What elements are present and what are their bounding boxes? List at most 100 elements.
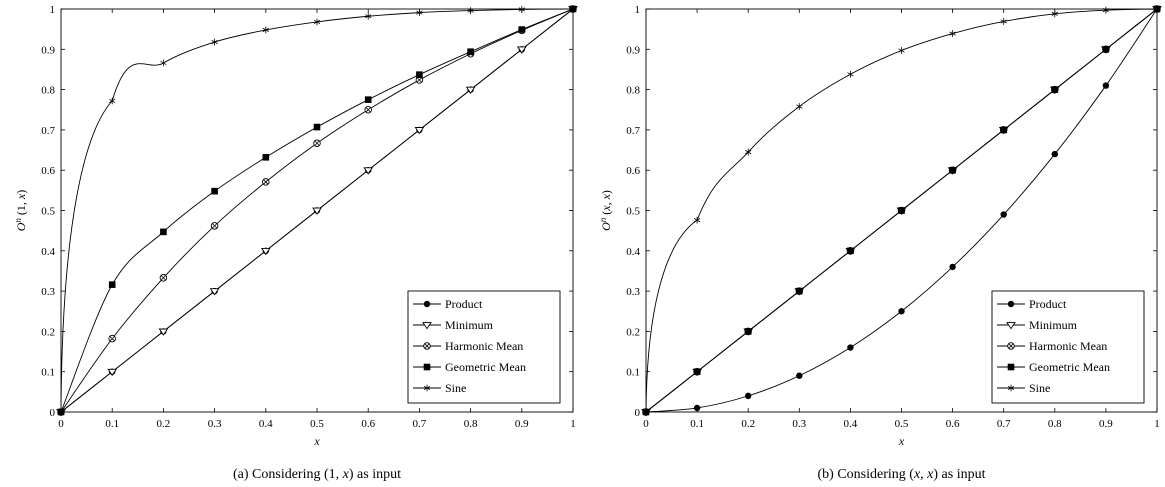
- legend-label: Minimum: [1029, 318, 1078, 332]
- data-point: [262, 26, 269, 34]
- y-tick-label: 0.5: [41, 206, 55, 218]
- legend-label: Geometric Mean: [1029, 360, 1110, 374]
- legend-label: Harmonic Mean: [445, 339, 523, 353]
- y-tick-label: 0: [635, 407, 641, 419]
- series-line: [61, 9, 573, 412]
- data-point: [796, 103, 803, 110]
- data-point: [363, 167, 374, 175]
- data-point: [898, 47, 905, 54]
- data-point: [211, 187, 218, 195]
- data-point: [1102, 82, 1110, 89]
- data-point: [210, 222, 219, 230]
- data-point: [159, 274, 168, 282]
- legend-marker: [1006, 322, 1016, 330]
- y-tick-label: 1: [50, 4, 56, 16]
- data-point: [365, 12, 372, 20]
- y-tick-label: 0.4: [626, 246, 640, 258]
- x-tick-label: 0.3: [208, 418, 222, 430]
- data-point: [1102, 46, 1110, 53]
- y-tick-label: 0.2: [41, 326, 55, 338]
- legend-label: Harmonic Mean: [1029, 339, 1107, 353]
- legend-label: Product: [1029, 297, 1067, 311]
- data-point: [467, 7, 474, 15]
- data-point: [569, 5, 577, 13]
- data-point: [364, 96, 372, 103]
- x-tick-label: 1: [570, 418, 576, 430]
- data-point: [313, 139, 321, 147]
- legend-entry: Sine: [413, 381, 466, 395]
- data-point: [1000, 126, 1007, 134]
- data-point: [1000, 18, 1007, 25]
- legend-entry: Product: [413, 297, 483, 311]
- data-point: [211, 38, 218, 46]
- data-point: [109, 97, 116, 105]
- data-point: [1051, 86, 1059, 93]
- x-tick-label: 0.1: [105, 418, 119, 430]
- x-tick-label: 0.4: [844, 418, 858, 430]
- legend-label: Geometric Mean: [445, 360, 526, 374]
- legend-entry: Product: [997, 297, 1067, 311]
- x-axis-label: x: [898, 434, 905, 448]
- data-point: [516, 46, 527, 54]
- x-axis-label: x: [313, 434, 320, 448]
- legend-entry: Harmonic Mean: [997, 339, 1107, 353]
- x-tick-label: 0: [58, 418, 64, 430]
- legend-marker: [423, 342, 431, 350]
- data-point: [416, 9, 423, 17]
- data-point: [796, 287, 803, 295]
- series-sine: [57, 5, 577, 416]
- data-point: [518, 26, 526, 33]
- data-point: [262, 178, 270, 186]
- series-sine: [642, 5, 1161, 416]
- data-point: [108, 281, 116, 288]
- y-tick-label: 0.1: [626, 367, 640, 379]
- y-axis-label: On (1, x): [13, 190, 28, 232]
- chart-caption: (b) Considering (x, x) as input: [818, 467, 986, 482]
- data-point: [642, 408, 650, 416]
- legend-marker: [422, 322, 432, 330]
- chart-panel-b: 0 0.1 0.2 0.3 0.4 0.5 0.6 0.7 0.8 0.9 1 0 0.1 0.2 0.3 0…: [598, 4, 1162, 482]
- data-point: [107, 368, 118, 377]
- data-point: [108, 334, 116, 343]
- x-tick-label: 0.6: [946, 418, 960, 430]
- y-tick-label: 1: [635, 4, 641, 16]
- data-point: [898, 308, 905, 315]
- chart-caption: (a) Considering (1, x) as input: [233, 467, 401, 482]
- data-point: [57, 408, 65, 416]
- data-point: [465, 86, 476, 95]
- data-point: [467, 48, 474, 56]
- data-point: [693, 404, 701, 412]
- legend-entry: Minimum: [997, 318, 1078, 332]
- legend-marker: [423, 384, 431, 392]
- y-axis-label: On (x, x): [598, 190, 613, 231]
- x-tick-label: 0.6: [361, 418, 375, 430]
- data-point: [158, 328, 169, 336]
- y-tick-label: 0.6: [41, 165, 55, 177]
- y-tick-label: 0.6: [626, 165, 640, 177]
- legend-label: Product: [445, 297, 483, 311]
- y-tick-label: 0.9: [626, 44, 640, 56]
- x-tick-label: 0.5: [310, 418, 324, 430]
- data-point: [160, 59, 167, 67]
- y-tick-label: 0.9: [41, 44, 55, 56]
- y-tick-label: 0.3: [626, 286, 640, 298]
- x-tick-label: 0.5: [895, 418, 909, 430]
- data-point: [847, 247, 854, 255]
- chart-panel-a: 0 0.1 0.2 0.3 0.4 0.5 0.6 0.7 0.8 0.9 1 0 0.1 0.2 0.3 0…: [13, 4, 578, 482]
- x-tick-label: 0.9: [515, 418, 529, 430]
- legend-box: [991, 290, 1145, 404]
- series-line: [61, 9, 573, 412]
- data-point: [1000, 211, 1007, 218]
- data-point: [414, 127, 425, 135]
- legend-label: Sine: [445, 381, 466, 395]
- data-point: [416, 71, 423, 78]
- data-point: [847, 344, 854, 351]
- y-tick-label: 0.8: [41, 85, 55, 97]
- x-tick-label: 0.3: [792, 418, 806, 430]
- data-point: [949, 166, 956, 174]
- x-tick-label: 0.7: [413, 418, 427, 430]
- legend-marker: [423, 300, 431, 308]
- x-tick-label: 0.8: [464, 418, 478, 430]
- data-point: [313, 123, 321, 131]
